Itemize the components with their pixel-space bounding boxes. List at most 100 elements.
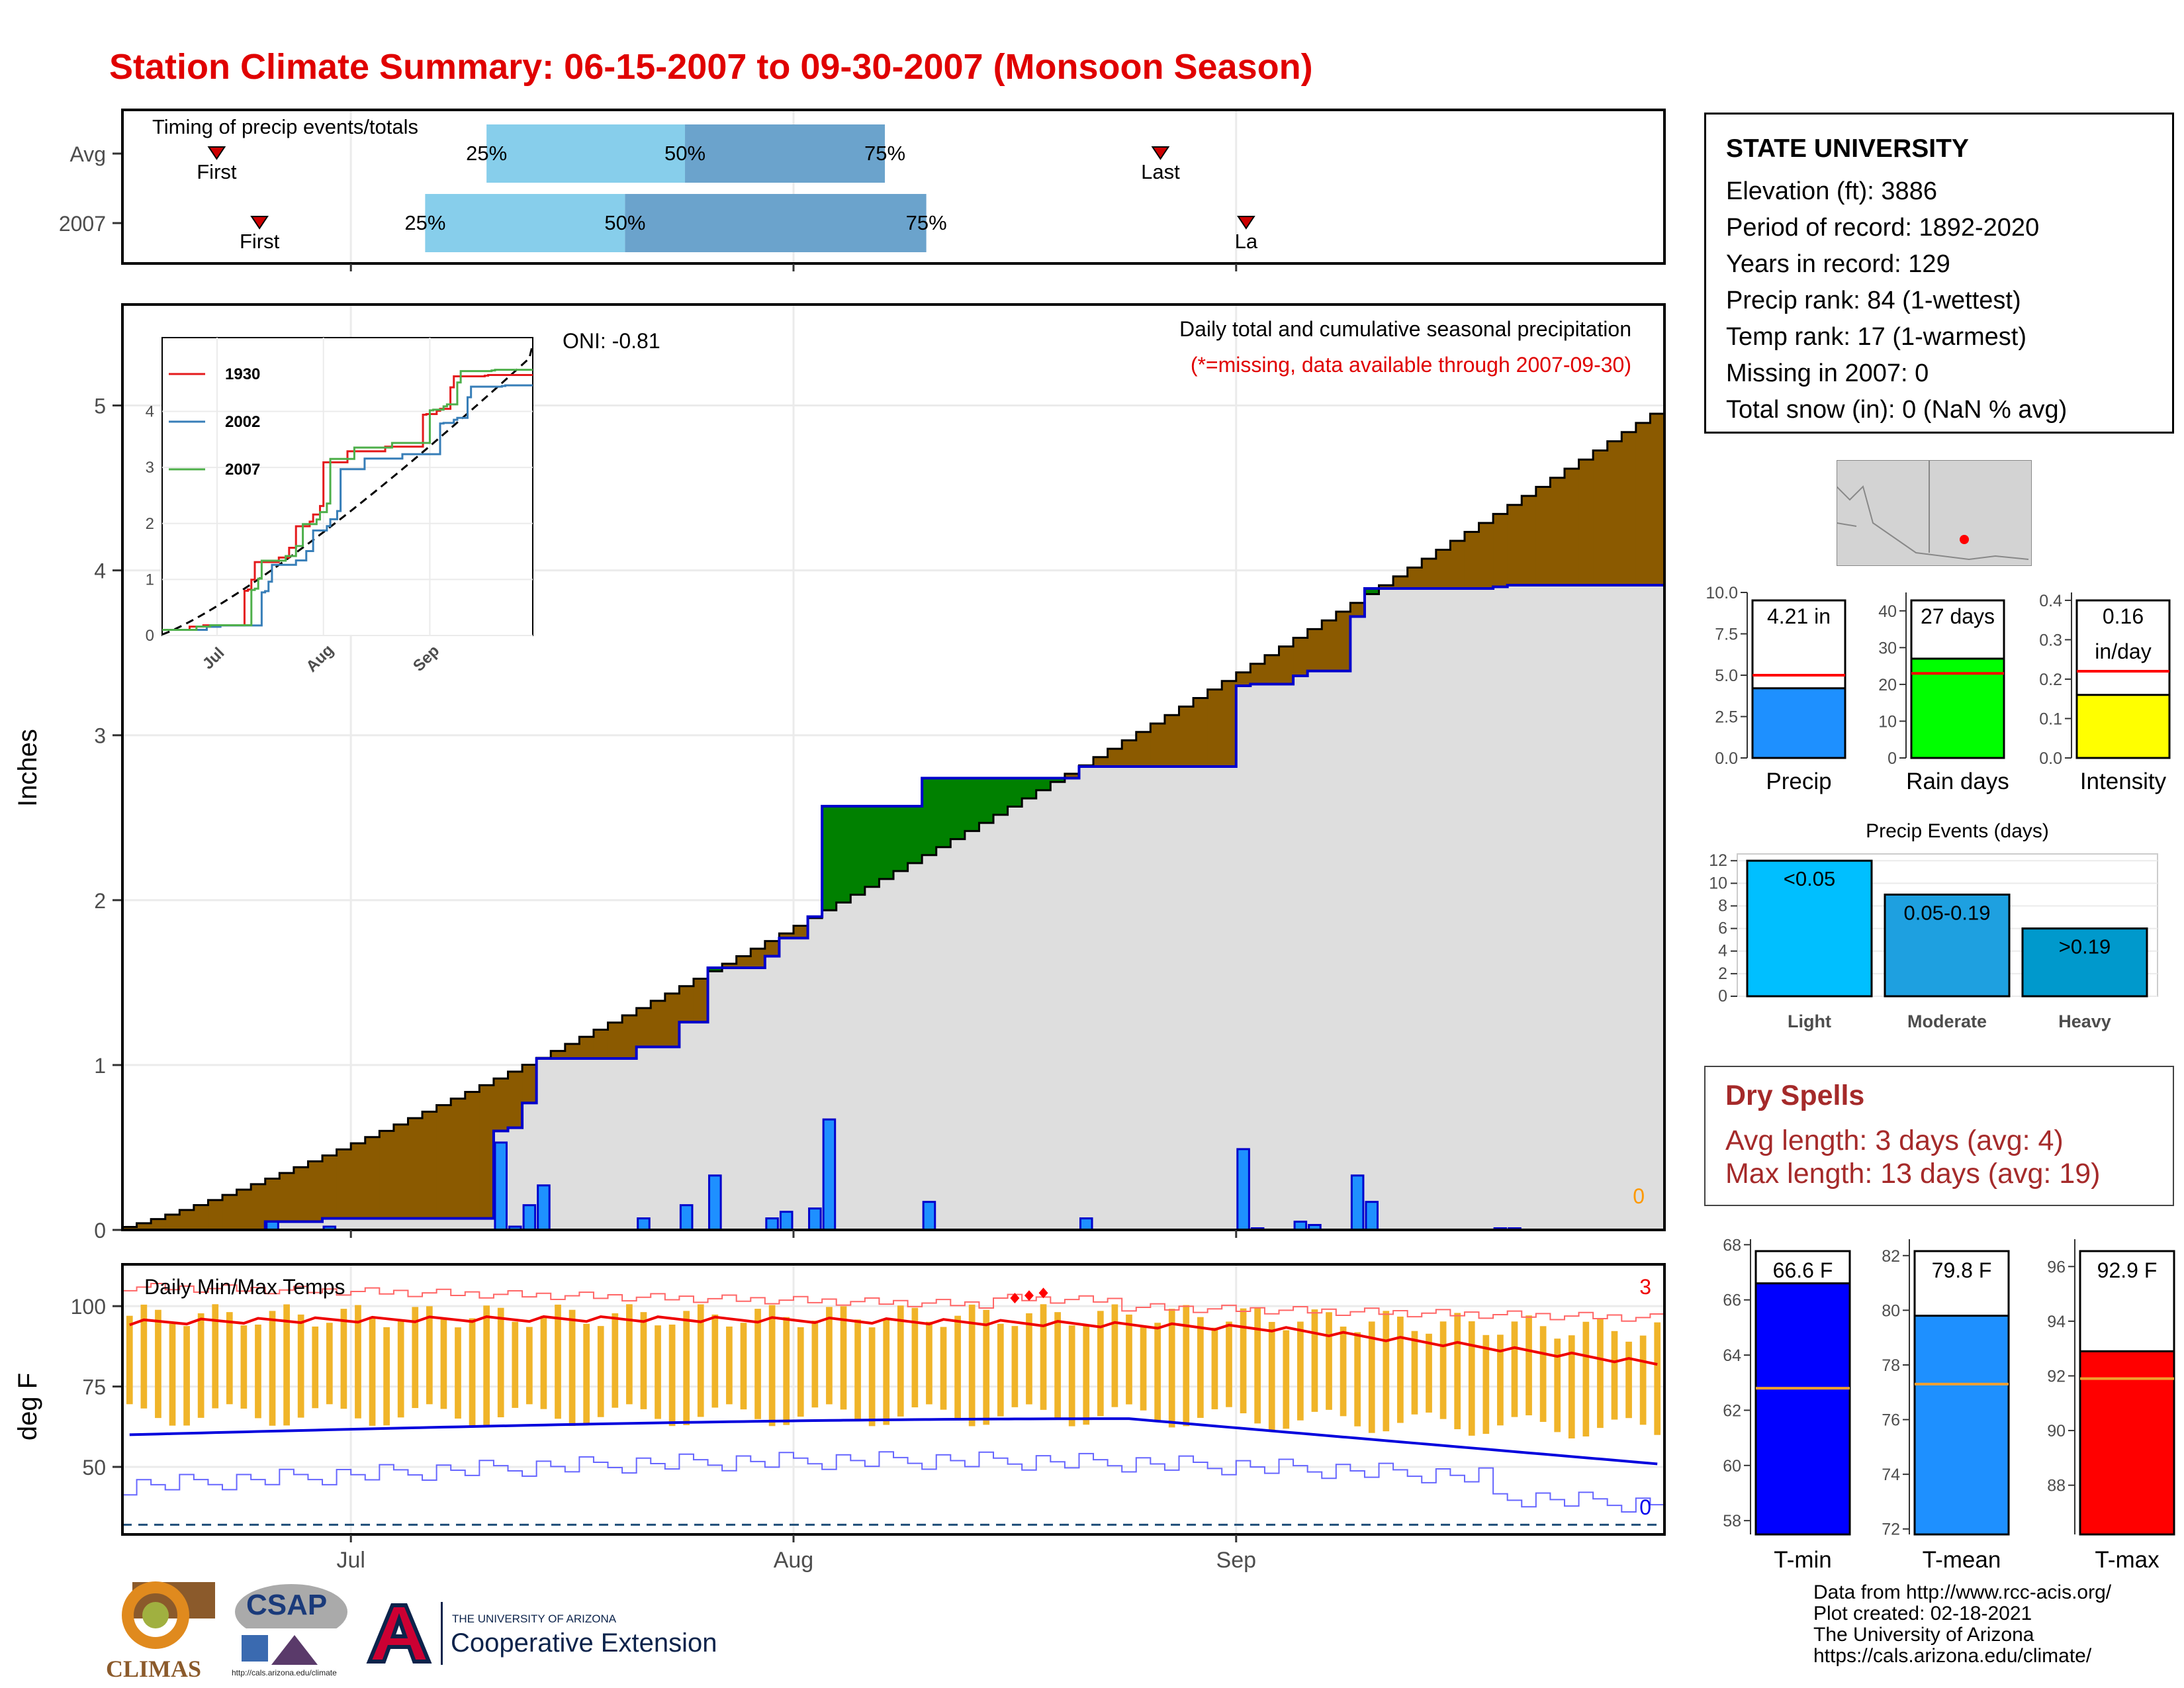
events-bar	[1884, 893, 2011, 998]
daily-temp-bar	[1411, 1331, 1418, 1415]
surplus-area	[879, 806, 894, 879]
precip-events-panel: Precip Events (days) 0 2 4 6 8 10 12 <0.05 Light 0…	[1709, 820, 2158, 1031]
y-axis-label: deg F	[13, 1373, 42, 1440]
inset-average-line	[161, 344, 534, 635]
daily-temp-bar	[1011, 1326, 1019, 1407]
daily-temp-bar	[340, 1309, 347, 1409]
avg-high-line	[129, 1315, 1658, 1366]
deficit-area	[193, 1205, 209, 1230]
daily-precip-bar	[679, 1204, 694, 1231]
timing-marker-label: First	[197, 160, 237, 183]
timing-marker-icon	[250, 216, 269, 230]
daily-temp-bar	[1354, 1332, 1361, 1427]
summary-bar-label: Rain days	[1906, 769, 2009, 794]
daily-temp-bar	[155, 1309, 161, 1419]
credits: Data from http://www.rcc-acis.org/ Plot …	[1813, 1582, 2111, 1667]
timing-marker-icon	[1151, 146, 1170, 160]
daily-temp-bar	[1197, 1317, 1204, 1418]
surplus-area	[993, 778, 1009, 815]
summary-y-tick-label: 0.4	[2039, 592, 2062, 610]
summary-value-label: 27 days	[1921, 604, 1995, 628]
daily-temp-bar	[1168, 1309, 1175, 1428]
deficit-area	[1264, 655, 1280, 684]
deficit-area	[1122, 740, 1137, 767]
summary-y-tick-label: 0.2	[2039, 671, 2062, 689]
tsum-bar	[1754, 1282, 1851, 1536]
timing-quantile-label: 50%	[664, 142, 705, 165]
surplus-area	[1022, 778, 1037, 799]
summary-y-tick-label: 5.0	[1715, 667, 1738, 685]
surplus-area	[822, 806, 837, 911]
tsum-value-label: 79.8 F	[1932, 1258, 1992, 1282]
y-tick-label: 75	[82, 1376, 106, 1399]
credit-line: https://cals.arizona.edu/climate/	[1813, 1645, 2092, 1667]
deficit-area	[222, 1195, 238, 1230]
summary-value-label: 4.21 in	[1767, 604, 1831, 628]
timing-panel: Timing of precip events/totals Avg 25% 50% 7…	[59, 99, 1694, 271]
events-y-tick-label: 10	[1709, 874, 1727, 892]
daily-temp-bar	[1254, 1308, 1261, 1424]
daily-temp-bar	[940, 1327, 947, 1410]
daily-temp-bar	[312, 1326, 319, 1409]
tsum-y-tick-label: 80	[1882, 1301, 1900, 1320]
station-location-marker	[1960, 535, 1969, 544]
daily-temp-bar	[1368, 1321, 1375, 1433]
surplus-area	[1007, 778, 1023, 807]
deficit-area	[1236, 672, 1251, 686]
missing-count-label: 0	[1633, 1184, 1645, 1208]
deficit-area	[1550, 477, 1565, 586]
deficit-area	[1136, 731, 1151, 767]
daily-temp-bar	[983, 1309, 990, 1425]
climas-logo: CLIMAS	[106, 1579, 218, 1682]
cumulative-base-area	[122, 585, 1664, 1230]
precip-panel-border	[121, 303, 1666, 1231]
deficit-area	[622, 1015, 637, 1058]
precip-panel-subtitle: (*=missing, data available through 2007-…	[1191, 353, 1631, 377]
station-line: Period of record: 1892-2020	[1726, 214, 2040, 242]
csap-logo-text: CSAP	[246, 1589, 328, 1621]
daily-temp-bar	[1211, 1327, 1218, 1409]
deficit-area	[764, 941, 780, 957]
y-axis-label: Inches	[13, 729, 42, 807]
daily-temp-bar	[1383, 1311, 1390, 1432]
csap-logo-url: http://cals.arizona.edu/climate	[232, 1668, 337, 1677]
deficit-area	[1535, 487, 1551, 586]
y-tick-label: 0	[94, 1219, 106, 1243]
daily-temp-bar	[355, 1305, 361, 1419]
deficit-area	[1336, 611, 1351, 671]
daily-temp-bar	[1268, 1321, 1275, 1430]
deficit-area	[151, 1219, 166, 1230]
deficit-area	[179, 1209, 195, 1230]
deficit-area	[365, 1137, 380, 1219]
daily-temp-bar	[526, 1327, 533, 1405]
summary-y-tick-label: 0.0	[1715, 749, 1738, 768]
precip-panel-title: Daily total and cumulative seasonal prec…	[1179, 317, 1631, 341]
climas-logo-mark	[122, 1581, 215, 1649]
deficit-area	[736, 956, 751, 968]
daily-temp-bar	[226, 1312, 233, 1405]
daily-temp-bar	[854, 1319, 861, 1420]
daily-temp-bar	[754, 1309, 761, 1419]
tsum-bar	[2079, 1350, 2175, 1536]
daily-temp-bar	[968, 1304, 976, 1427]
deficit-area	[1564, 469, 1580, 586]
surplus-area	[964, 778, 980, 831]
deficit-area	[408, 1118, 423, 1219]
deficit-area	[122, 1227, 138, 1230]
tsum-y-tick-label: 92	[2047, 1367, 2066, 1385]
deficit-area	[1164, 715, 1180, 767]
daily-temp-bar	[269, 1311, 276, 1426]
daily-temp-bar	[126, 1315, 133, 1405]
daily-temp-bar	[1311, 1309, 1318, 1412]
daily-temp-bar	[1340, 1327, 1347, 1417]
tsum-y-tick-label: 82	[1882, 1247, 1900, 1266]
daily-temp-bar	[597, 1326, 604, 1417]
record-high-marker-icon	[1024, 1290, 1034, 1301]
climas-logo-text: CLIMAS	[106, 1656, 202, 1682]
daily-temp-bar	[826, 1307, 833, 1405]
deficit-area	[265, 1178, 280, 1222]
daily-temp-bar	[868, 1327, 876, 1427]
inset-y-tick-label: 2	[146, 515, 154, 533]
daily-precip-bar	[537, 1184, 551, 1231]
daily-temp-bar	[1639, 1335, 1647, 1425]
